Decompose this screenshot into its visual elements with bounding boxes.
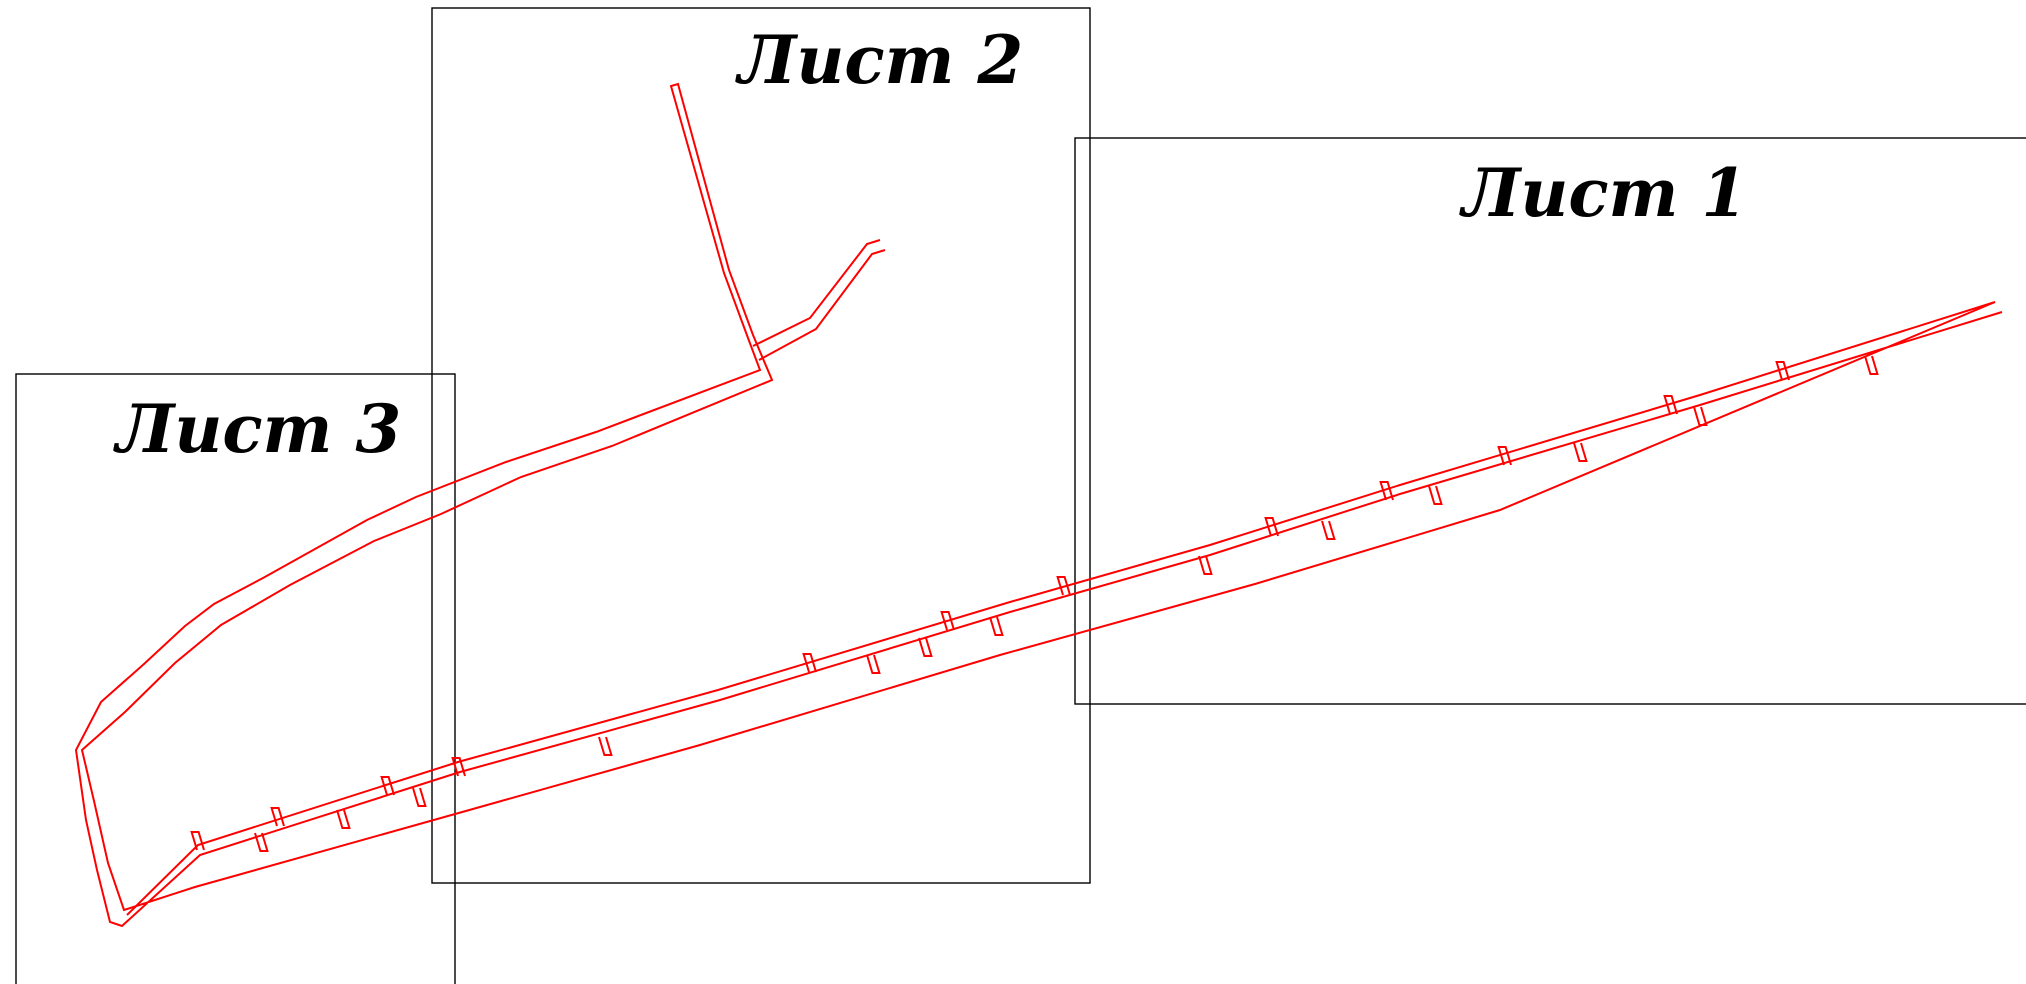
sheet-3-frame	[15, 373, 456, 984]
route-lateral-stub	[254, 832, 269, 852]
route-lateral-stub	[270, 807, 285, 827]
route-lateral-stub	[336, 809, 351, 829]
route-lateral-stub	[866, 654, 881, 674]
route-main-inner-line	[126, 301, 1996, 916]
route-lateral-stub	[1056, 576, 1071, 596]
route-lateral-stub	[412, 787, 427, 807]
route-branch-inner-line	[752, 239, 881, 347]
route-branch-outer-line	[758, 249, 886, 361]
route-lateral-stub	[1428, 485, 1443, 505]
route-lateral-stub	[190, 831, 205, 851]
route-lateral-stub	[380, 776, 395, 796]
route-lateral-stub	[1198, 555, 1213, 575]
route-lateral-stub	[989, 616, 1004, 636]
route-main-outer-line	[74, 82, 2003, 928]
sheet-1-label: Лист 1	[1459, 154, 1747, 232]
sheet-2-frame	[431, 7, 1091, 884]
route-lateral-stub	[1775, 361, 1790, 381]
route-lateral-stub	[802, 653, 817, 673]
route-lateral-stub	[1497, 446, 1512, 466]
route-lateral-stub	[1321, 520, 1336, 540]
route-lateral-stub	[1864, 355, 1879, 375]
route-lateral-stub	[940, 611, 955, 631]
route-lateral-stub	[598, 736, 613, 756]
sheet-1-frame	[1074, 137, 2026, 705]
route-lateral-stub	[451, 757, 466, 777]
route-lateral-stub	[1573, 442, 1588, 462]
route-lateral-stub	[1379, 481, 1394, 501]
pipeline-main-route	[74, 82, 2003, 928]
sheet-2-label: Лист 2	[735, 21, 1023, 99]
route-lateral-stub	[918, 637, 933, 657]
sheet-3-label: Лист 3	[113, 390, 401, 468]
route-lateral-stub	[1693, 406, 1708, 426]
route-lateral-stub	[1663, 395, 1678, 415]
route-lateral-stub	[1264, 517, 1279, 537]
pipeline-junctions	[190, 355, 1879, 852]
